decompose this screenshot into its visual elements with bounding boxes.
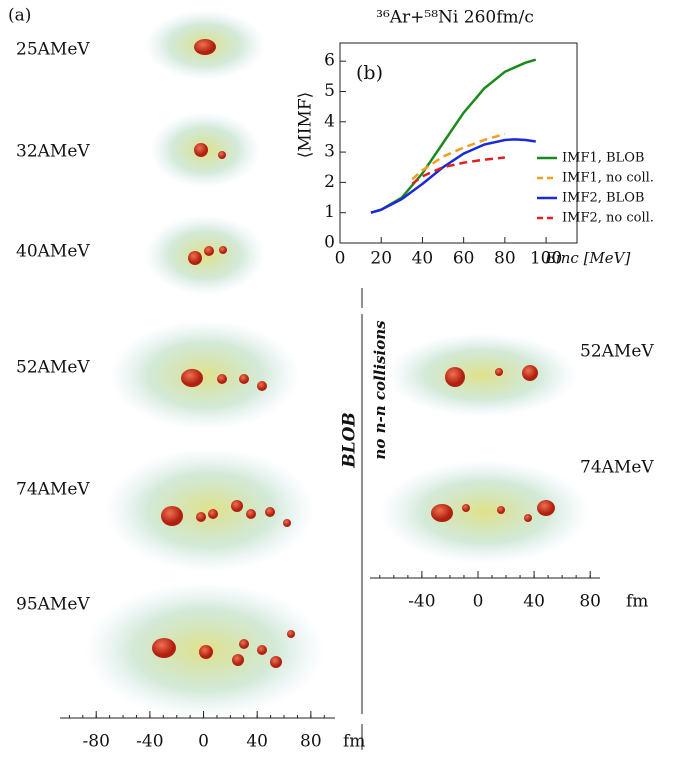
blobs <box>85 10 590 718</box>
energy-label: 74AMeV <box>580 458 654 478</box>
fragment <box>217 374 227 384</box>
y-tick-label: 6 <box>324 51 335 71</box>
fragment <box>232 654 244 666</box>
x-tick-label: 100 <box>530 249 562 269</box>
tick-label: -40 <box>136 732 163 752</box>
fragment <box>522 365 538 381</box>
cloud <box>145 215 265 295</box>
energy-label: 40AMeV <box>16 242 90 262</box>
chart-title: ³⁶Ar+⁵⁸Ni 260fm/c <box>376 8 534 28</box>
cloud <box>387 333 577 417</box>
legend-label: IMF1, no coll. <box>562 171 654 186</box>
tick-label: 0 <box>473 592 484 612</box>
fragment <box>239 374 249 384</box>
cloud <box>380 460 590 564</box>
fragment <box>283 519 291 527</box>
legend-label: IMF2, no coll. <box>562 211 654 226</box>
tick-label: -80 <box>83 732 110 752</box>
fragment <box>208 509 218 519</box>
fragment <box>239 639 249 649</box>
axis-unit: fm <box>343 732 365 752</box>
energy-label: 52AMeV <box>16 358 90 378</box>
x-axis-label: Einc [MeV] <box>544 249 630 267</box>
fragment <box>462 504 470 512</box>
axis-unit: fm <box>626 592 648 612</box>
y-tick-label: 5 <box>324 81 335 101</box>
fragment <box>218 151 226 159</box>
fragment <box>431 504 453 522</box>
series-line <box>411 156 505 185</box>
fragment <box>497 506 505 514</box>
tick-label: 40 <box>523 592 545 612</box>
tick-label: 40 <box>246 732 268 752</box>
fragment <box>152 638 176 658</box>
nocoll-label: no n-n collisions <box>371 320 389 460</box>
x-tick-label: 20 <box>370 249 392 269</box>
x-tick-label: 80 <box>494 249 516 269</box>
fragment <box>188 251 202 265</box>
y-tick-label: 4 <box>324 111 335 131</box>
fragment <box>445 367 465 387</box>
legend-label: IMF2, BLOB <box>562 191 644 206</box>
fragment <box>257 645 267 655</box>
fragment <box>265 507 275 517</box>
x-tick-label: 40 <box>412 249 434 269</box>
series-line <box>370 58 537 214</box>
panel-b-label: (b) <box>356 62 383 84</box>
legend-label: IMF1, BLOB <box>562 151 644 166</box>
fragment <box>196 512 206 522</box>
blob-label: BLOB <box>340 412 360 469</box>
y-tick-label: 0 <box>324 233 335 253</box>
fragment <box>287 630 295 638</box>
fragment <box>246 509 256 519</box>
fragment <box>181 369 203 387</box>
fragment <box>204 246 214 256</box>
energy-label: 32AMeV <box>16 142 90 162</box>
y-tick-label: 2 <box>324 172 335 192</box>
y-tick-label: 3 <box>324 142 335 162</box>
series-line <box>370 138 536 214</box>
energy-label: 74AMeV <box>16 480 90 500</box>
fragment <box>537 500 555 516</box>
fragment <box>524 514 532 522</box>
fragment <box>257 381 267 391</box>
tick-label: -40 <box>408 592 435 612</box>
energy-label: 95AMeV <box>16 595 90 615</box>
x-tick-label: 0 <box>335 249 346 269</box>
energy-label: 25AMeV <box>16 40 90 60</box>
fragment <box>270 656 282 668</box>
energy-label: 52AMeV <box>580 342 654 362</box>
x-tick-label: 60 <box>453 249 475 269</box>
tick-label: 80 <box>579 592 601 612</box>
plot-frame <box>339 42 578 244</box>
fragment <box>495 368 503 376</box>
panel-a-label: (a) <box>8 6 31 26</box>
fragment <box>161 506 183 526</box>
cloud <box>110 320 300 430</box>
tick-label: 80 <box>300 732 322 752</box>
fragment <box>194 39 216 55</box>
y-axis-label: ⟨MIMF⟩ <box>296 92 316 159</box>
fragment <box>219 246 227 254</box>
fragment <box>199 645 213 659</box>
tick-label: 0 <box>198 732 209 752</box>
fragment <box>194 143 208 157</box>
fragment <box>231 500 243 512</box>
y-tick-label: 1 <box>324 202 335 222</box>
